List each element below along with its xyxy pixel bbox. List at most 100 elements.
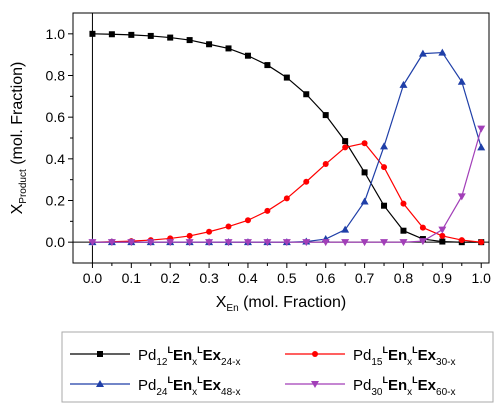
x-tick-label: 0.0 (83, 270, 103, 286)
data-point (381, 202, 388, 209)
legend-box (61, 331, 494, 403)
legend-entry-2: Pd15LEnxLEx30-x (285, 345, 455, 368)
data-point (478, 239, 485, 246)
x-axis-label-main: X (216, 294, 227, 311)
data-point (360, 239, 369, 247)
data-point (107, 239, 116, 247)
x-tick-label: 0.1 (122, 270, 142, 286)
data-point (380, 239, 389, 247)
x-tick-label: 0.5 (277, 270, 297, 286)
y-axis-ticks: 0.0 0.2 0.4 0.6 0.8 1.0 (46, 26, 73, 250)
y-tick-label: 0.4 (46, 151, 66, 167)
x-tick-label: 0.6 (316, 270, 336, 286)
legend-entry-4: Pd30LEnxLEx60-x (285, 375, 455, 398)
data-point (342, 144, 349, 151)
data-point (186, 37, 193, 44)
data-point (206, 228, 213, 235)
data-point (89, 30, 96, 37)
data-point (418, 238, 427, 246)
data-point (361, 140, 368, 147)
x-tick-label: 0.4 (238, 270, 258, 286)
y-tick-label: 0.2 (46, 193, 66, 209)
data-point (342, 138, 349, 145)
data-point (243, 239, 252, 247)
legend-marker (96, 380, 104, 387)
y-axis-label: XProduct (mol. Fraction) (9, 62, 29, 215)
y-axis-label-sub: Product (18, 169, 29, 204)
x-tick-label: 0.7 (355, 270, 375, 286)
data-point (400, 200, 407, 207)
data-point (399, 239, 408, 247)
data-point (128, 31, 135, 38)
legend-label: Pd12LEnxLEx24-x (138, 345, 240, 368)
data-point (322, 112, 329, 119)
y-tick-label: 0.0 (46, 234, 66, 250)
x-axis-label: XEn (mol. Fraction) (216, 294, 346, 314)
series-layer (88, 30, 486, 247)
data-point (418, 49, 427, 57)
data-point (321, 239, 330, 247)
x-tick-label: 0.3 (199, 270, 219, 286)
data-point (186, 232, 193, 239)
data-point (205, 239, 214, 247)
data-point (147, 32, 154, 39)
data-point (264, 62, 271, 69)
data-point (419, 224, 426, 231)
data-point (146, 239, 155, 247)
data-point (477, 143, 486, 151)
data-point (457, 193, 466, 201)
legend-label: Pd24LEnxLEx48-x (138, 375, 240, 398)
legend-label: Pd30LEnxLEx60-x (353, 375, 455, 398)
x-tick-label: 1.0 (471, 270, 491, 286)
x-tick-label: 0.9 (433, 270, 453, 286)
data-point (303, 91, 310, 98)
data-point (185, 239, 194, 247)
data-point (206, 41, 213, 48)
data-point (438, 48, 447, 56)
data-point (108, 31, 115, 38)
zero-reference-lines (73, 13, 489, 263)
series-line (92, 33, 482, 243)
data-point (244, 217, 251, 224)
data-point (244, 52, 251, 59)
data-point (264, 207, 271, 214)
legend-marker (97, 351, 103, 357)
series-4 (88, 125, 486, 247)
legend-marker (311, 381, 319, 388)
x-axis-label-rest: (mol. Fraction) (239, 294, 347, 311)
data-point (167, 34, 174, 41)
series-line (92, 51, 482, 243)
data-point (400, 227, 407, 234)
data-point (283, 195, 290, 202)
data-point (399, 80, 408, 88)
data-point (458, 237, 465, 244)
legend-marker (312, 351, 318, 357)
data-point (439, 232, 446, 239)
data-point (88, 239, 97, 247)
y-axis-label-rest: (mol. Fraction) (9, 62, 26, 170)
legend-label: Pd15LEnxLEx30-x (353, 345, 455, 368)
x-tick-label: 0.2 (160, 270, 180, 286)
y-tick-label: 0.8 (46, 68, 66, 84)
legend: Pd12LEnxLEx24-x Pd15LEnxLEx30-x Pd24LEnxLE… (70, 345, 455, 398)
data-point (127, 239, 136, 247)
series-1 (89, 30, 485, 246)
data-point (360, 197, 369, 205)
data-point (341, 225, 350, 233)
data-point (303, 178, 310, 185)
data-point (439, 238, 446, 245)
series-2 (89, 140, 485, 246)
data-point (225, 45, 232, 52)
legend-entry-3: Pd24LEnxLEx48-x (70, 375, 240, 398)
data-point (282, 239, 291, 247)
plot-area-frame (72, 12, 490, 264)
data-point (438, 226, 447, 234)
data-point (361, 169, 368, 176)
data-point (380, 142, 389, 150)
data-point (225, 223, 232, 230)
data-point (457, 77, 466, 85)
y-axis-label-main: X (9, 203, 26, 214)
y-tick-label: 1.0 (46, 26, 66, 42)
data-point (224, 239, 233, 247)
